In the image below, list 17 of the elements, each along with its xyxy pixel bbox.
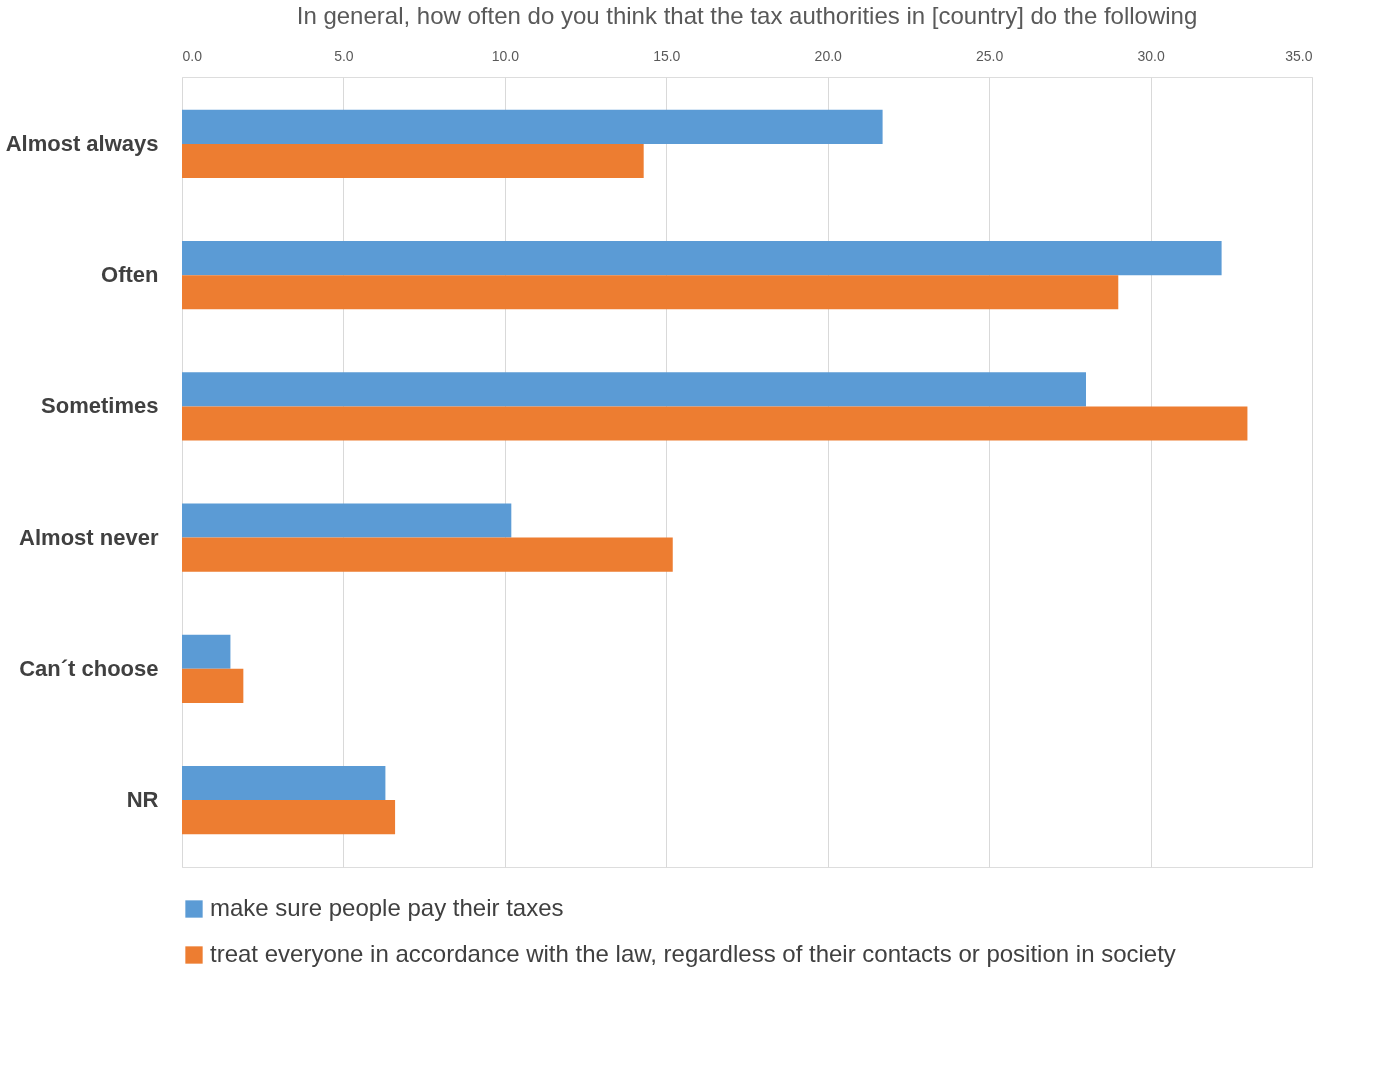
x-tick-label: 35.0 [1285,47,1313,64]
x-tick-label: 25.0 [976,47,1004,64]
y-tick-label: Almost always [5,130,159,156]
x-tick-label: 5.0 [334,47,354,64]
x-tick-label: 15.0 [653,47,681,64]
x-tick-label: 0.0 [182,47,203,64]
x-tick-label: 30.0 [1137,47,1165,64]
y-tick-label: Sometimes [41,393,159,419]
y-tick-label: Often [101,262,159,288]
y-tick-label: NR [126,787,159,813]
chart-title: In general, how often do you think that the tax authorities in [country] do the following [296,2,1198,29]
legend-label: treat everyone in accordance with the law, regardless of their contacts or position in society [210,940,1176,967]
x-tick-label: 20.0 [814,47,843,64]
legend-label: make sure people pay their taxes [210,894,564,921]
y-tick-label: Almost never [19,524,159,550]
y-tick-label: Can´t choose [19,655,159,681]
x-tick-label: 10.0 [491,47,520,64]
